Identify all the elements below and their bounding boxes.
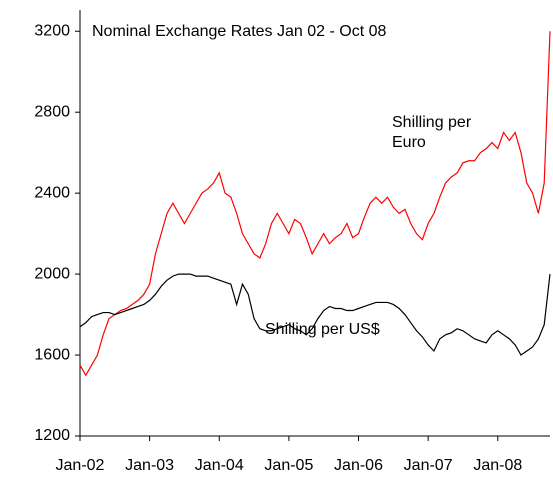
y-tick-label: 3200: [34, 22, 70, 39]
y-tick-label: 2800: [34, 103, 70, 120]
x-tick-label: Jan-03: [125, 457, 174, 474]
x-tick-label: Jan-04: [195, 457, 244, 474]
series-line: [79, 31, 551, 377]
series-label: Shilling per Euro: [392, 114, 472, 151]
y-tick-label: 2400: [34, 184, 70, 201]
series-line: [79, 273, 551, 356]
x-tick-label: Jan-07: [404, 457, 453, 474]
x-tick-label: Jan-08: [473, 457, 522, 474]
x-tick-label: Jan-05: [264, 457, 313, 474]
series-label: Shilling per US$: [265, 321, 380, 338]
chart-title: Nominal Exchange Rates Jan 02 - Oct 08: [92, 23, 386, 40]
y-tick-label: 1600: [34, 346, 70, 363]
y-tick-label: 1200: [34, 427, 70, 444]
x-tick-label: Jan-02: [56, 457, 105, 474]
y-tick-label: 2000: [34, 265, 70, 282]
x-tick-label: Jan-06: [334, 457, 383, 474]
